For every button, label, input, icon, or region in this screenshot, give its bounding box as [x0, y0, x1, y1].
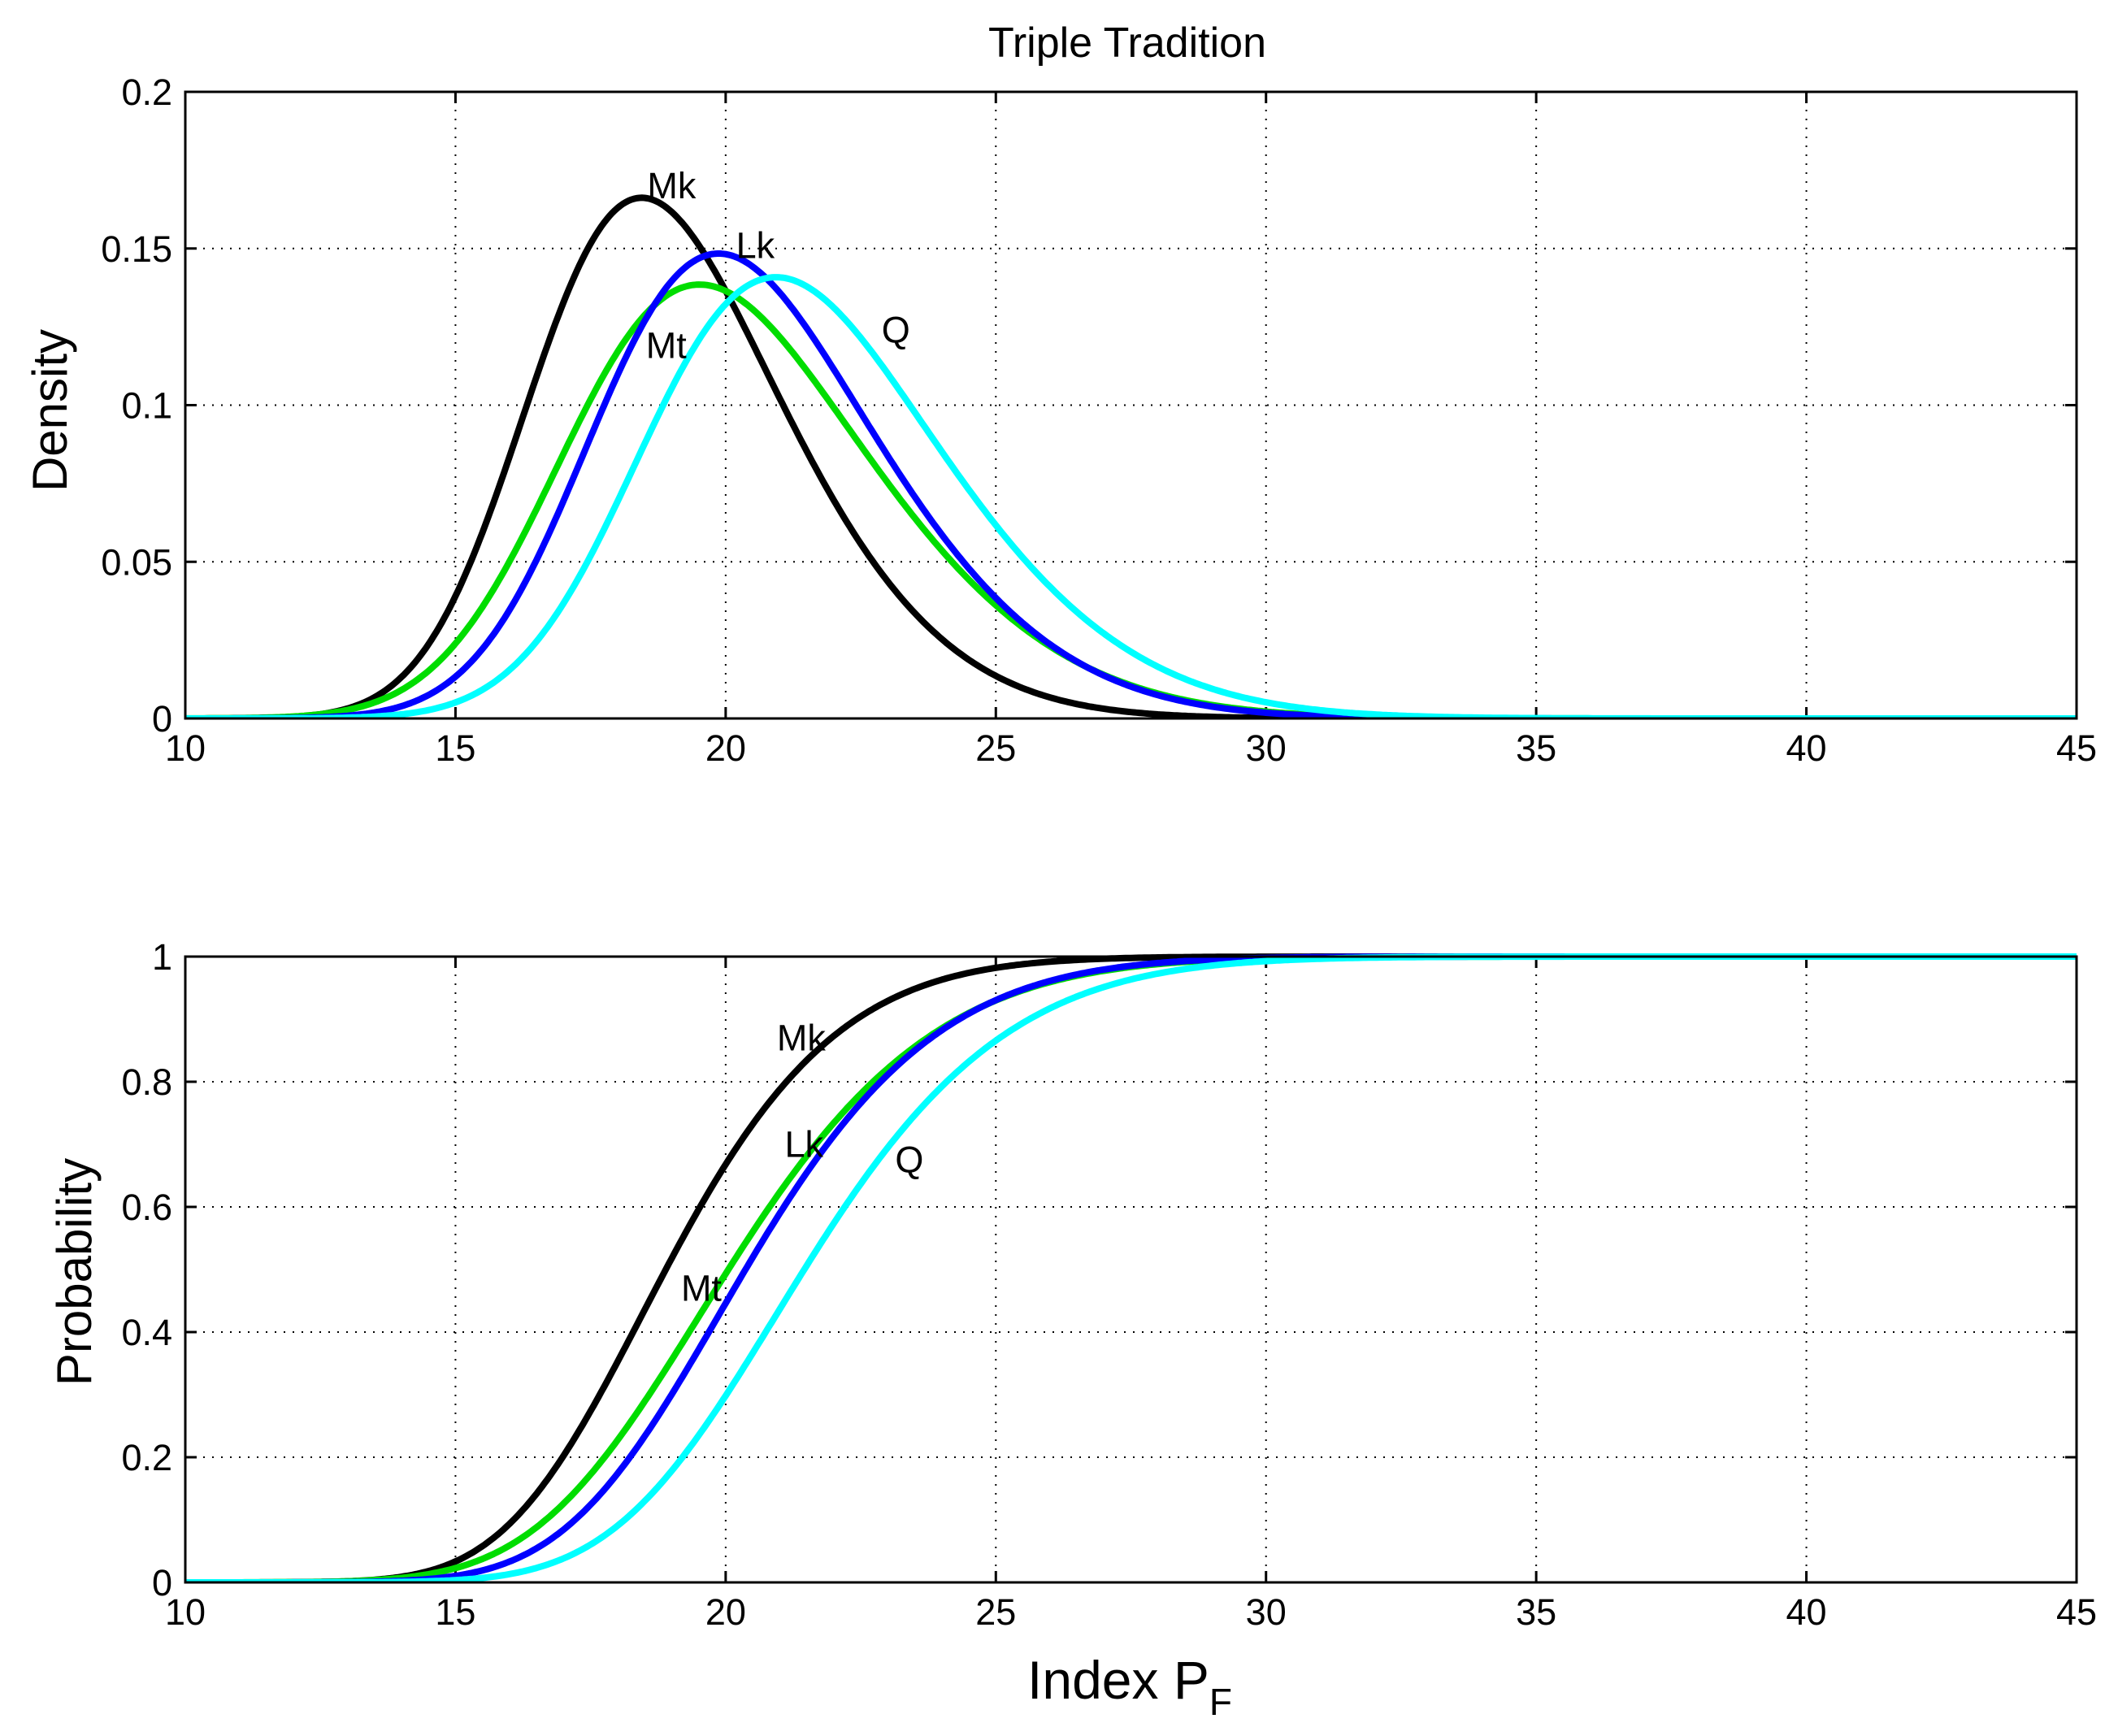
- x-tick-label: 35: [1516, 727, 1556, 769]
- x-tick-label: 40: [1786, 1591, 1827, 1633]
- axes-box: [184, 90, 2078, 720]
- y-tick-label: 0: [152, 1562, 172, 1604]
- axes-box: [184, 955, 2078, 1584]
- series-line-lk: [185, 250, 2077, 718]
- curve-label-mt: Mt: [646, 325, 687, 367]
- y-tick-label: 0.15: [101, 228, 172, 270]
- x-tick-label: 25: [975, 1591, 1016, 1633]
- x-axis-label-main: Index P: [1027, 1650, 1209, 1710]
- x-tick-label: 20: [705, 727, 746, 769]
- probability-panel: Probability Index PF 10 15 20 25 30 35 40 45 0 0.…: [47, 936, 2097, 1723]
- x-tick-label: 30: [1246, 727, 1287, 769]
- density-y-axis-label: Density: [23, 329, 77, 492]
- probability-y-axis-label: Probability: [47, 1158, 102, 1386]
- x-tick-label: 45: [2056, 727, 2097, 769]
- curve-label-lk: Lk: [784, 1123, 823, 1165]
- curve-label-lk: Lk: [736, 224, 775, 266]
- y-tick-label: 1: [152, 936, 172, 978]
- x-tick-label: 10: [165, 727, 206, 769]
- density-panel: Density 10 15 20 25 30 35 40 45 0 0.05 0.1 0.15 0.2 M…: [23, 72, 2097, 769]
- x-tick-label: 15: [435, 727, 475, 769]
- y-tick-label: 0.6: [121, 1187, 172, 1228]
- y-tick-label: 0.2: [121, 72, 172, 113]
- x-tick-label: 40: [1786, 727, 1827, 769]
- y-tick-label: 0.05: [101, 541, 172, 583]
- y-tick-label: 0.4: [121, 1312, 172, 1353]
- y-tick-label: 0.8: [121, 1061, 172, 1103]
- x-tick-label: 10: [165, 1591, 206, 1633]
- curve-label-mk: Mk: [647, 165, 696, 206]
- curve-label-q: Q: [895, 1139, 923, 1181]
- curve-label-mt: Mt: [681, 1268, 722, 1309]
- x-axis-label: Index PF: [1027, 1650, 1232, 1723]
- y-tick-label: 0.1: [121, 385, 172, 427]
- curve-label-mk: Mk: [777, 1018, 826, 1059]
- chart-title: Triple Tradition: [988, 20, 1266, 67]
- y-tick-label: 0: [152, 698, 172, 740]
- x-tick-label: 30: [1246, 1591, 1287, 1633]
- x-tick-label: 45: [2056, 1591, 2097, 1633]
- x-axis-label-subscript: F: [1209, 1681, 1232, 1723]
- x-tick-label: 25: [975, 727, 1016, 769]
- y-tick-label: 0.2: [121, 1437, 172, 1478]
- x-tick-label: 35: [1516, 1591, 1556, 1633]
- x-tick-label: 20: [705, 1591, 746, 1633]
- x-tick-label: 15: [435, 1591, 475, 1633]
- curve-label-q: Q: [882, 309, 910, 350]
- series-line-mk: [185, 194, 2077, 718]
- series-line-q: [185, 274, 2077, 718]
